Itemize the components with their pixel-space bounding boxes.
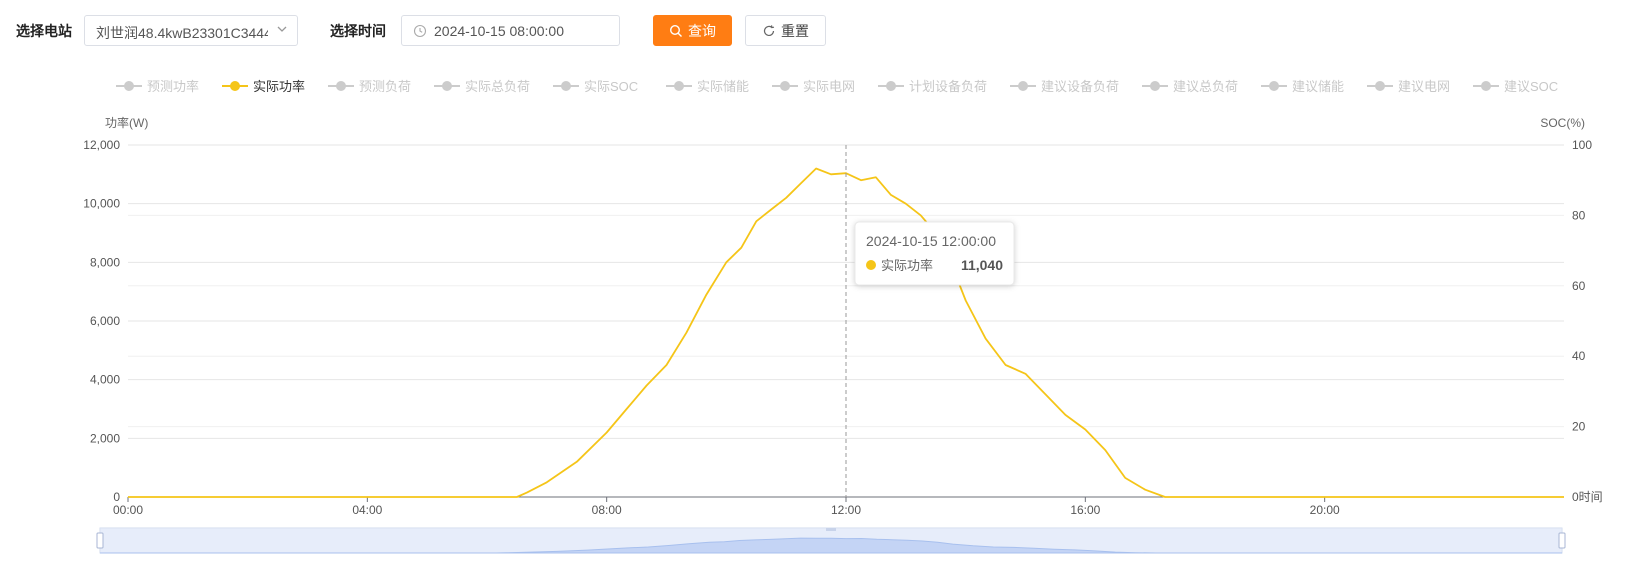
station-select[interactable]: 刘世润48.4kwB23301C3444 (84, 15, 298, 46)
chart-series (127, 167, 1565, 498)
legend-label: 实际总负荷 (465, 79, 530, 94)
x-tick-label: 00:00 (113, 503, 143, 517)
y-right-tick-label: 20 (1572, 420, 1586, 434)
legend-dot-icon (336, 81, 346, 91)
legend-item[interactable]: 预测负荷 (328, 79, 411, 94)
legend-label: 实际SOC (584, 79, 638, 94)
legend-dot-icon (124, 81, 134, 91)
chevron-down-icon (277, 26, 287, 32)
tooltip-value: 11,040 (961, 257, 1003, 273)
datazoom-move-handle[interactable] (826, 528, 836, 531)
station-label: 选择电站 (16, 23, 72, 39)
y-left-tick-label: 12,000 (83, 138, 120, 152)
datazoom-preview (100, 537, 1562, 554)
legend-label: 实际功率 (253, 79, 305, 94)
filter-toolbar: 选择电站 刘世润48.4kwB23301C3444 选择时间 2024-10-1… (0, 0, 1626, 62)
y-left-axis-title: 功率(W) (105, 115, 148, 130)
query-button[interactable]: 查询 (653, 15, 732, 46)
tooltip-box (854, 221, 1015, 286)
x-tick-label: 04:00 (352, 503, 382, 517)
legend-item[interactable]: 建议设备负荷 (1010, 79, 1119, 94)
legend-item[interactable]: 实际总负荷 (434, 79, 530, 94)
legend-item[interactable]: 预测功率 (116, 79, 199, 94)
y-left-tick-label: 0 (113, 490, 120, 504)
legend-label: 预测功率 (147, 79, 199, 94)
y-right-tick-label: 80 (1572, 208, 1586, 222)
legend-dot-icon (780, 81, 790, 91)
chart-axes: 功率(W) SOC(%) 0 2,000 4,000 6,000 8,000 10,000 12… (83, 115, 1602, 517)
legend-item[interactable]: 建议总负荷 (1142, 79, 1238, 94)
time-picker-value: 2024-10-15 08:00:00 (434, 23, 564, 39)
chart-tooltip: 2024-10-15 12:00:00 实际功率 11,040 (845, 145, 1015, 497)
legend-dot-icon (1018, 81, 1028, 91)
legend-item[interactable]: 建议储能 (1261, 79, 1344, 94)
y-right-tick-label: 0时间 (1572, 490, 1603, 504)
legend-item[interactable]: 实际储能 (666, 79, 749, 94)
chart-legend: 预测功率 实际功率 预测负荷 实际总负荷 实际SOC 实际储能 实际电网 计划设备负荷 建议设备… (116, 79, 1558, 94)
legend-label: 实际储能 (697, 79, 749, 94)
legend-item[interactable]: 建议SOC (1473, 79, 1558, 94)
legend-label: 计划设备负荷 (909, 79, 987, 94)
y-right-tick-label: 100 (1572, 138, 1592, 152)
datazoom-right-handle[interactable] (1558, 532, 1566, 549)
legend-dot-icon (1150, 81, 1160, 91)
clock-icon (413, 24, 427, 38)
y-left-tick-label: 2,000 (90, 431, 120, 445)
legend-item[interactable]: 实际SOC (553, 79, 638, 94)
legend-item[interactable]: 建议电网 (1367, 79, 1450, 94)
datazoom-slider[interactable] (96, 527, 1566, 554)
legend-label: 建议储能 (1292, 79, 1344, 94)
reset-button[interactable]: 重置 (745, 15, 826, 46)
y-right-tick-label: 40 (1572, 349, 1586, 363)
legend-dot-icon (230, 81, 240, 91)
time-label: 选择时间 (330, 23, 386, 39)
y-left-tick-label: 4,000 (90, 373, 120, 387)
reset-button-label: 重置 (781, 22, 809, 39)
legend-dot-icon (1481, 81, 1491, 91)
y-right-tick-label: 60 (1572, 279, 1586, 293)
legend-dot-icon (1375, 81, 1385, 91)
y-left-tick-label: 6,000 (90, 314, 120, 328)
query-button-label: 查询 (688, 22, 716, 39)
legend-label: 预测负荷 (359, 79, 411, 94)
tooltip-series-dot-icon (866, 260, 876, 270)
tooltip-time: 2024-10-15 12:00:00 (866, 233, 996, 249)
refresh-icon (763, 24, 775, 36)
y-right-axis-title: SOC(%) (1540, 116, 1585, 130)
legend-item[interactable]: 实际功率 (222, 79, 305, 94)
legend-label: 实际电网 (803, 79, 855, 94)
power-chart: 预测功率 实际功率 预测负荷 实际总负荷 实际SOC 实际储能 实际电网 计划设备负荷 建议设备… (83, 79, 1603, 554)
tooltip-series-name: 实际功率 (881, 258, 933, 273)
time-picker[interactable]: 2024-10-15 08:00:00 (401, 15, 620, 46)
legend-dot-icon (561, 81, 571, 91)
datazoom-left-handle[interactable] (96, 532, 104, 549)
y-left-tick-label: 8,000 (90, 255, 120, 269)
legend-label: 建议SOC (1504, 79, 1558, 94)
legend-dot-icon (442, 81, 452, 91)
legend-dot-icon (886, 81, 896, 91)
legend-dot-icon (674, 81, 684, 91)
x-tick-label: 20:00 (1310, 503, 1340, 517)
legend-label: 建议电网 (1398, 79, 1450, 94)
x-tick-label: 12:00 (831, 503, 861, 517)
legend-label: 建议设备负荷 (1041, 79, 1119, 94)
station-select-value: 刘世润48.4kwB23301C3444 (96, 25, 268, 41)
legend-dot-icon (1269, 81, 1279, 91)
legend-label: 建议总负荷 (1173, 79, 1238, 94)
legend-item[interactable]: 计划设备负荷 (878, 79, 987, 94)
x-tick-label: 08:00 (592, 503, 622, 517)
y-left-tick-label: 10,000 (83, 197, 120, 211)
x-tick-label: 16:00 (1070, 503, 1100, 517)
legend-item[interactable]: 实际电网 (772, 79, 855, 94)
search-icon (669, 24, 682, 37)
